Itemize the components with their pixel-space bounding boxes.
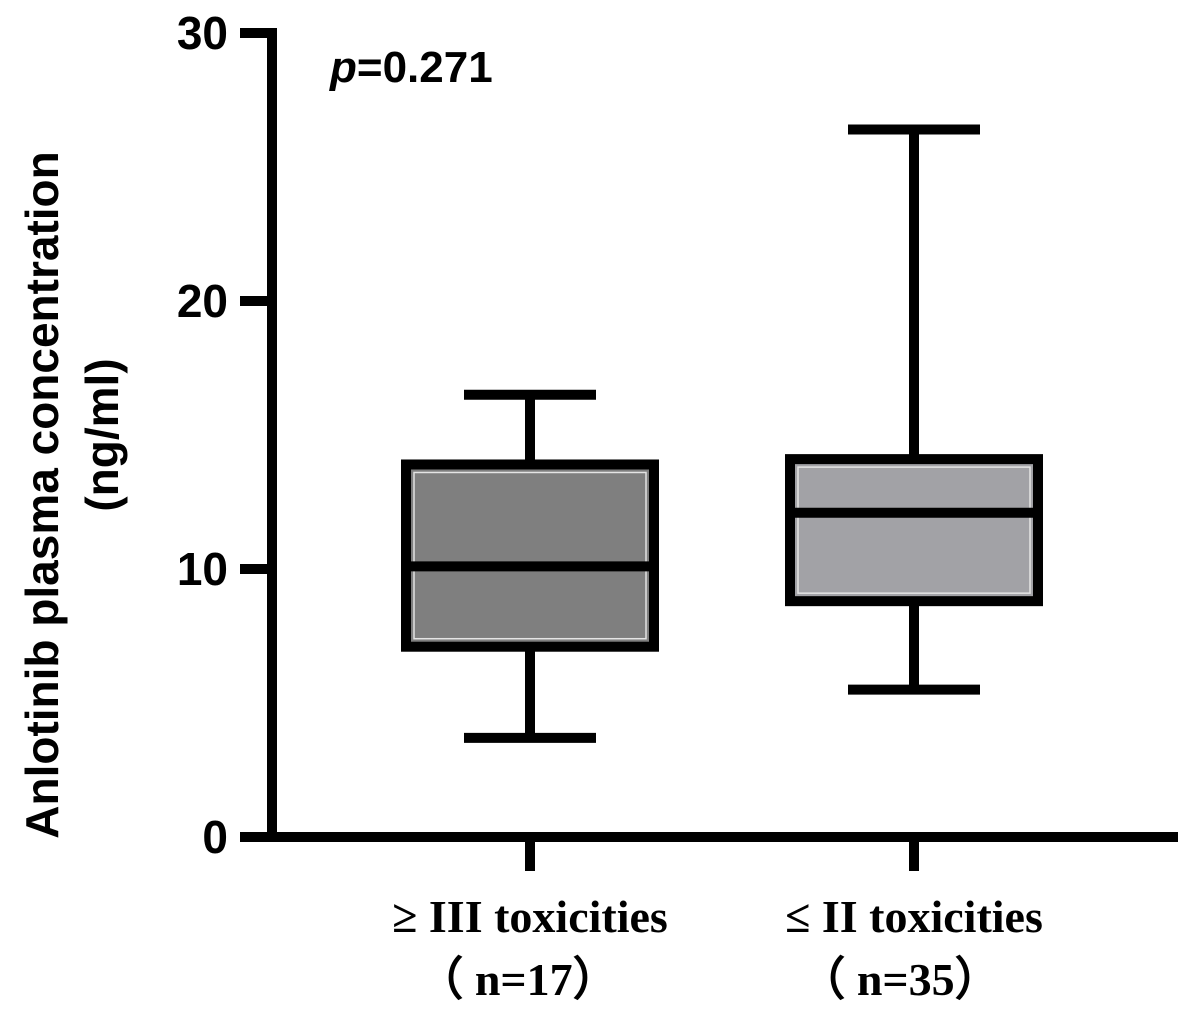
box-2 bbox=[785, 124, 1043, 695]
category-label-2-line-2: （ n=35） bbox=[799, 954, 1000, 1005]
p-value-text: =0.271 bbox=[357, 43, 493, 92]
p-value-annotation: p=0.271 bbox=[329, 43, 493, 92]
box-1-iqr-box bbox=[401, 459, 659, 652]
y-axis-label-line-2: (ng/ml) bbox=[76, 358, 128, 511]
box-2-iqr-box bbox=[785, 454, 1043, 607]
x-axis bbox=[267, 832, 1178, 871]
box-1 bbox=[401, 389, 659, 743]
box-2-inner-highlight bbox=[797, 466, 1031, 594]
y-tick-label-20: 20 bbox=[177, 275, 228, 327]
box-1-inner-highlight bbox=[413, 471, 647, 640]
y-tick-label-10: 10 bbox=[177, 543, 228, 595]
y-tick-label-0: 0 bbox=[202, 811, 228, 863]
y-tick-label-30: 30 bbox=[177, 7, 228, 59]
y-axis-label-line-1: Anlotinib plasma concentration bbox=[16, 151, 68, 839]
category-label-1-line-1: ≥ III toxicities bbox=[392, 891, 668, 942]
p-symbol: p bbox=[329, 43, 357, 92]
y-axis: 0 10 20 30 bbox=[177, 7, 277, 863]
boxes bbox=[401, 124, 1043, 743]
category-label-2-line-1: ≤ II toxicities bbox=[785, 891, 1043, 942]
category-label-1-line-2: （ n=17） bbox=[417, 954, 618, 1005]
